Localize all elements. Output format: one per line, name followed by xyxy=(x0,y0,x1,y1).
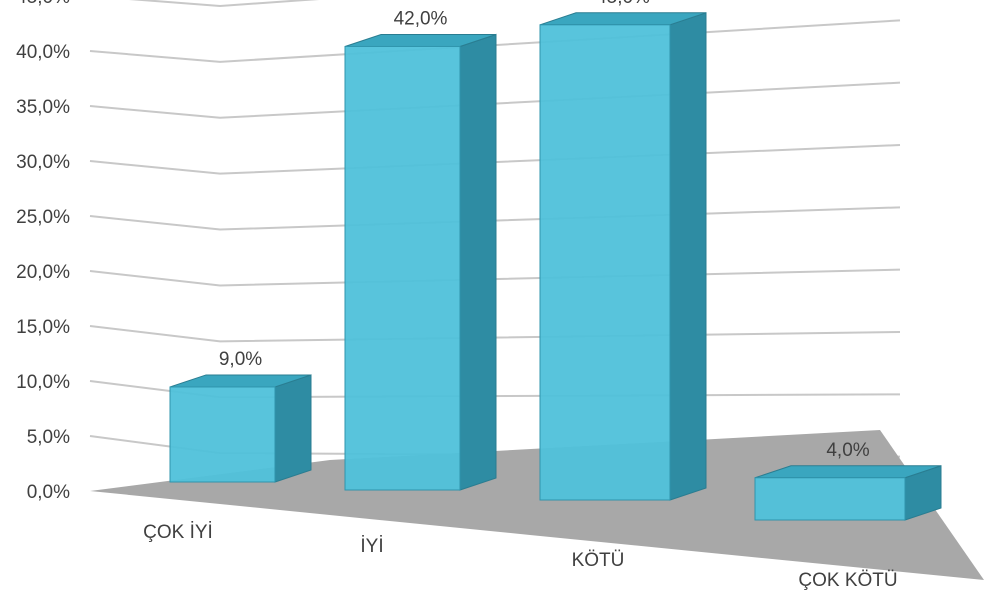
y-tick-label: 25,0% xyxy=(16,207,70,228)
bar-front xyxy=(169,386,276,483)
bar-side xyxy=(274,374,312,483)
bar-front xyxy=(344,45,461,491)
category-label: KÖTÜ xyxy=(572,550,625,571)
category-labels: ÇOK İYİ İYİ KÖTÜ ÇOK KÖTÜ xyxy=(143,522,897,591)
bar-side xyxy=(459,33,497,491)
bar xyxy=(169,374,312,483)
data-label: 4,0% xyxy=(826,440,869,461)
bar xyxy=(539,12,707,501)
y-tick-label: 10,0% xyxy=(16,372,70,393)
y-tick-label: 15,0% xyxy=(16,317,70,338)
y-tick-label: 30,0% xyxy=(16,152,70,173)
y-tick-label: 20,0% xyxy=(16,262,70,283)
bar xyxy=(754,465,942,521)
y-tick-label: 45,0% xyxy=(16,0,70,8)
gridline xyxy=(128,0,320,8)
data-label: 42,0% xyxy=(394,8,448,29)
y-tick-label: 5,0% xyxy=(27,427,70,448)
bar xyxy=(344,33,497,491)
gridlines xyxy=(89,0,901,458)
y-tick-label: 35,0% xyxy=(16,97,70,118)
category-label: ÇOK İYİ xyxy=(143,522,213,543)
bar-front xyxy=(539,24,671,501)
data-label: 45,0% xyxy=(596,0,650,8)
data-label: 9,0% xyxy=(219,349,262,370)
y-tick-label: 0,0% xyxy=(27,482,70,503)
category-label: ÇOK KÖTÜ xyxy=(798,570,897,591)
y-tick-label: 40,0% xyxy=(16,42,70,63)
data-labels: 9,0% 42,0% 45,0% 4,0% xyxy=(219,0,870,461)
bar-side xyxy=(669,12,707,501)
chart-floor xyxy=(90,430,984,580)
bar-front xyxy=(754,477,906,521)
y-axis-ticks: 0,0% 5,0% 10,0% 15,0% 20,0% 25,0% 30,0% 35,0% 40… xyxy=(16,0,70,503)
category-label: İYİ xyxy=(360,536,383,557)
bars xyxy=(169,12,942,521)
